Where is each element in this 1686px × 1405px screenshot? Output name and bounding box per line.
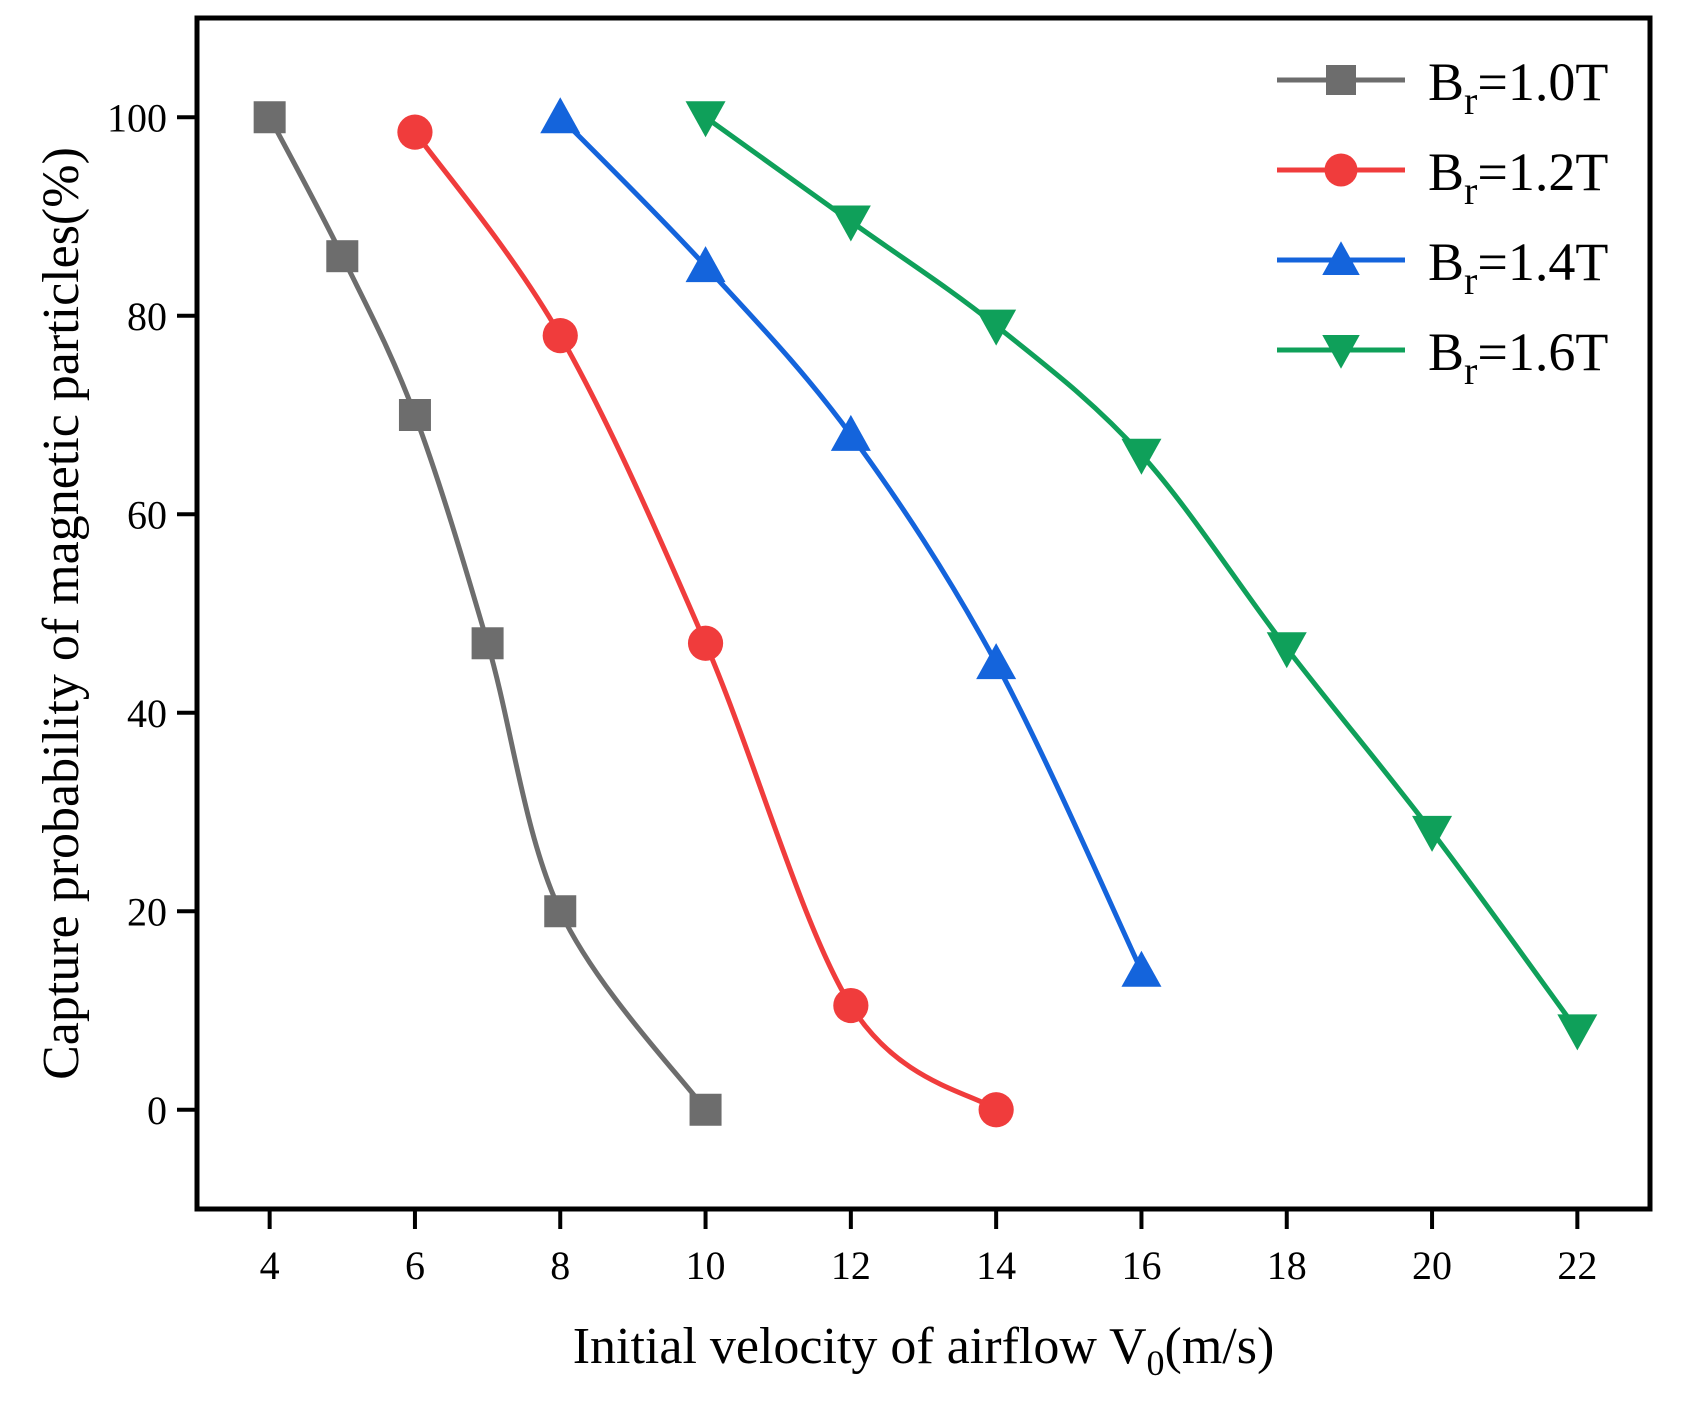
y-tick-label: 20 [127, 889, 167, 934]
legend-label-suffix: =1.0T [1477, 52, 1608, 112]
legend-label-main: B [1428, 322, 1464, 382]
y-tick-label: 0 [147, 1088, 167, 1133]
series-lines [267, 115, 1580, 1112]
legend-label-main: B [1428, 142, 1464, 202]
series-markers [253, 97, 1598, 1128]
y-tick-label: 40 [127, 691, 167, 736]
legend-label: Br=1.2T [1428, 142, 1608, 213]
legend-label: Br=1.6T [1428, 322, 1608, 393]
legend-item-2: Br=1.2T [1277, 142, 1608, 213]
x-tick-label: 6 [405, 1243, 425, 1288]
y-axis-title: Capture probability of magnetic particle… [33, 147, 90, 1080]
legend-label-suffix: =1.6T [1477, 322, 1608, 382]
x-tick-label: 16 [1121, 1243, 1161, 1288]
legend-item-3: Br=1.4T [1277, 232, 1608, 303]
x-tick-label: 8 [550, 1243, 570, 1288]
data-point-s2-1 [397, 114, 433, 150]
legend-label-sub: r [1464, 168, 1477, 213]
x-tick-label: 22 [1557, 1243, 1597, 1288]
x-axis-ticks: 4 6 8 10 12 14 16 18 20 22 [260, 1209, 1597, 1288]
x-axis-title-main: Initial velocity of airflow V [573, 1318, 1147, 1375]
data-point-s1-5 [544, 895, 577, 928]
data-point-s2-2 [542, 318, 578, 354]
data-point-s4-3 [976, 309, 1017, 346]
legend-item-4: Br=1.6T [1277, 322, 1608, 393]
y-tick-label: 80 [127, 294, 167, 339]
y-axis-ticks: 0 20 40 60 80 100 [107, 95, 197, 1133]
data-point-s1-4 [471, 627, 504, 660]
data-point-s4-1 [685, 101, 726, 138]
data-point-s3-1 [540, 97, 581, 134]
legend-marker [1322, 241, 1360, 275]
legend-label-sub: r [1464, 78, 1477, 123]
y-tick-label: 100 [107, 95, 167, 140]
data-point-s1-1 [253, 101, 286, 134]
legend-label-sub: r [1464, 258, 1477, 303]
legend-label: Br=1.4T [1428, 232, 1608, 303]
legend-label-suffix: =1.2T [1477, 142, 1608, 202]
data-point-s4-2 [830, 205, 871, 242]
legend-label-suffix: =1.4T [1477, 232, 1608, 292]
data-point-s4-5 [1266, 632, 1307, 669]
data-point-s3-2 [685, 246, 726, 283]
x-tick-label: 10 [686, 1243, 726, 1288]
series-line-3 [558, 115, 1144, 972]
data-point-s2-3 [687, 625, 724, 661]
plot-frame [194, 15, 1653, 1212]
legend-marker [1326, 65, 1356, 95]
x-axis-title-unit: (m/s) [1165, 1318, 1275, 1375]
y-tick-label: 60 [127, 492, 167, 537]
legend-label: Br=1.0T [1428, 52, 1608, 123]
legend-item-1: Br=1.0T [1277, 52, 1608, 123]
data-point-s4-7 [1557, 1014, 1598, 1051]
legend-label-sub: r [1464, 348, 1477, 393]
data-point-s2-5 [978, 1092, 1014, 1128]
legend-label-main: B [1428, 52, 1464, 112]
x-axis-title-sub: 0 [1147, 1343, 1165, 1383]
legend-marker [1324, 153, 1358, 187]
data-point-s1-2 [326, 240, 359, 273]
x-tick-label: 14 [976, 1243, 1016, 1288]
legend-marker [1322, 335, 1360, 369]
legend-label-main: B [1428, 232, 1464, 292]
data-point-s4-6 [1412, 815, 1453, 852]
x-tick-label: 20 [1412, 1243, 1452, 1288]
data-point-s4-4 [1121, 438, 1162, 475]
x-axis-title: Initial velocity of airflow V0(m/s) [573, 1318, 1275, 1383]
data-point-s3-5 [1121, 950, 1162, 987]
data-point-s2-4 [833, 987, 869, 1024]
data-point-s1-3 [398, 399, 431, 431]
data-point-s1-6 [689, 1093, 722, 1126]
x-tick-label: 12 [831, 1243, 871, 1288]
data-point-s3-3 [830, 414, 871, 451]
x-tick-label: 4 [260, 1243, 280, 1288]
x-tick-label: 18 [1267, 1243, 1307, 1288]
data-point-s3-4 [976, 643, 1017, 680]
